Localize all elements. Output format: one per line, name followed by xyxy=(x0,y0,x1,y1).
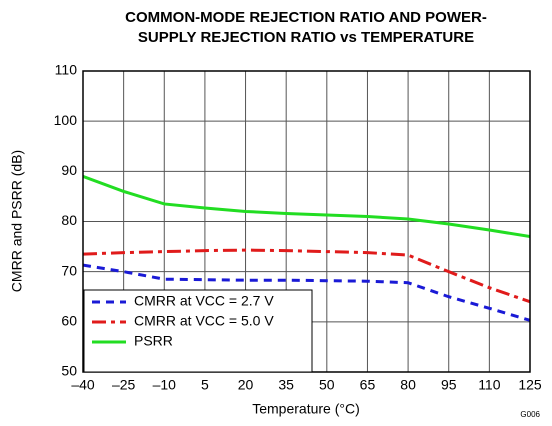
y-tick-label: 80 xyxy=(61,212,77,228)
x-tick-label: 20 xyxy=(238,377,254,393)
y-axis-label: CMRR and PSRR (dB) xyxy=(9,150,25,292)
x-tick-label: 80 xyxy=(400,377,416,393)
y-tick-label: 110 xyxy=(55,62,78,78)
chart-title: SUPPLY REJECTION RATIO vs TEMPERATURE xyxy=(138,29,474,46)
legend-label: CMRR at VCC = 5.0 V xyxy=(134,313,274,329)
x-tick-label: –40 xyxy=(71,377,95,393)
x-axis-label: Temperature (°C) xyxy=(252,401,360,417)
legend-label: PSRR xyxy=(134,333,173,349)
x-tick-label: –10 xyxy=(153,377,177,393)
x-tick-label: 95 xyxy=(441,377,457,393)
y-tick-label: 70 xyxy=(61,262,77,278)
y-tick-label: 90 xyxy=(61,162,77,178)
x-tick-label: 50 xyxy=(319,377,335,393)
x-tick-label: 110 xyxy=(478,377,501,393)
y-tick-label: 100 xyxy=(54,112,78,128)
figure-note: G006 xyxy=(520,410,540,419)
y-tick-label: 60 xyxy=(61,313,77,329)
x-tick-label: –25 xyxy=(112,377,136,393)
series-line xyxy=(83,263,530,322)
x-tick-label: 5 xyxy=(201,377,209,393)
series-line xyxy=(83,248,530,304)
legend-box xyxy=(83,289,313,373)
chart-title: COMMON-MODE REJECTION RATIO AND POWER- xyxy=(125,9,487,26)
x-tick-label: 65 xyxy=(360,377,376,393)
legend-label: CMRR at VCC = 2.7 V xyxy=(134,293,274,309)
x-tick-label: 125 xyxy=(518,377,542,393)
x-tick-label: 35 xyxy=(278,377,294,393)
series-line xyxy=(83,174,530,239)
y-tick-label: 50 xyxy=(61,363,77,379)
